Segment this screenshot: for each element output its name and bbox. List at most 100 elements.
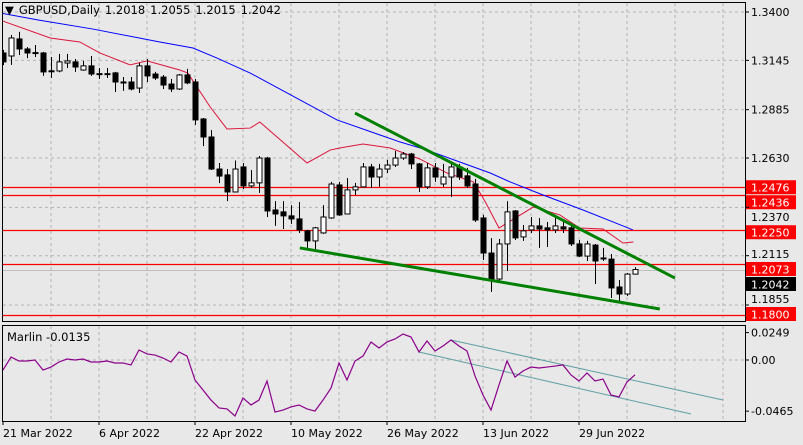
candle	[472, 178, 479, 222]
trendline-upper[interactable]	[354, 111, 676, 280]
bearish-candle-body	[576, 243, 583, 257]
level-price-label-box	[746, 195, 796, 210]
candle	[248, 169, 255, 188]
candle	[328, 181, 335, 219]
current-price-label-box	[746, 277, 796, 291]
level-price-label: 1.2042	[751, 279, 790, 292]
date-label: 10 May 2022	[291, 427, 363, 440]
bullish-candle-body	[528, 225, 535, 231]
bullish-candle-body	[80, 65, 87, 71]
bearish-candle-body	[3, 52, 7, 63]
candle	[352, 182, 359, 196]
slow-moving-average-line	[3, 13, 634, 231]
candle	[536, 217, 543, 248]
candle	[568, 225, 575, 247]
bearish-candle-body	[240, 166, 247, 187]
grid	[3, 3, 745, 421]
collapse-triangle-icon[interactable]: ▼	[5, 3, 14, 17]
date-axis: 21 Mar 2022 6 Apr 2022 22 Apr 2022 10 May 2…	[2, 421, 645, 440]
candle	[592, 243, 599, 284]
indicator-value: -0.0135	[46, 330, 91, 344]
bearish-candle-body	[96, 73, 103, 76]
bearish-candle-body	[408, 153, 415, 165]
bearish-candle-body	[104, 73, 111, 76]
bullish-candle-body	[248, 182, 255, 187]
bearish-candle-body	[168, 83, 175, 90]
candle	[344, 177, 351, 215]
candle	[384, 159, 391, 174]
candle	[576, 239, 583, 258]
bullish-candle-body	[352, 186, 359, 191]
level-price-label: 1.2250	[751, 227, 790, 240]
candle	[504, 201, 511, 272]
price-tick-label: 1.3145	[751, 54, 790, 67]
candle	[240, 162, 247, 189]
candle	[48, 56, 55, 78]
trendlines[interactable]	[299, 111, 676, 311]
candle	[64, 53, 71, 68]
bullish-candle-body	[552, 225, 559, 231]
bearish-candle-body	[488, 252, 495, 281]
bullish-candle-body	[8, 37, 15, 57]
candle	[232, 160, 239, 193]
candle	[480, 214, 487, 261]
bullish-candle-body	[56, 61, 63, 72]
candle	[224, 169, 231, 202]
bearish-candle-body	[208, 136, 215, 170]
candle	[152, 71, 159, 80]
bullish-candle-body	[136, 65, 143, 89]
candle	[72, 59, 79, 72]
candle	[144, 59, 151, 82]
candle	[424, 162, 431, 189]
level-price-label: 1.1800	[751, 309, 790, 322]
bearish-candle-body	[288, 215, 295, 220]
candle	[80, 60, 87, 71]
bearish-candle-body	[40, 52, 47, 73]
indicator-tick-label: -0.0465	[751, 405, 793, 418]
candle	[200, 118, 207, 147]
bullish-candle-body	[384, 164, 391, 170]
bearish-candle-body	[568, 227, 575, 245]
bearish-candle-body	[472, 183, 479, 221]
indicator-title: Marlin -0.0135	[7, 330, 90, 344]
bearish-candle-body	[88, 65, 95, 75]
price-tick-label: 1.2630	[751, 152, 790, 165]
bullish-candle-body	[504, 211, 511, 245]
level-price-label-box	[746, 307, 796, 321]
bullish-candle-body	[400, 153, 407, 159]
candle	[3, 49, 7, 66]
trendline-lower[interactable]	[299, 246, 661, 311]
price-tick-label: 1.1855	[751, 293, 790, 306]
bearish-candle-body	[160, 76, 167, 86]
candle	[128, 77, 135, 91]
candle	[560, 221, 567, 233]
bullish-candle-body	[320, 216, 327, 234]
level-price-label-box	[746, 180, 796, 195]
bullish-candle-body	[64, 60, 71, 64]
bearish-candle-body	[432, 167, 439, 178]
price-tick-label: 1.2370	[751, 211, 790, 224]
date-label: 26 May 2022	[387, 427, 459, 440]
candle	[208, 129, 215, 170]
bearish-candle-body	[16, 38, 23, 50]
bearish-candle-body	[480, 217, 487, 254]
bearish-candle-body	[536, 225, 543, 230]
candle	[624, 272, 631, 296]
candle	[312, 226, 319, 250]
indicator-axis: 0.0249 0.00 -0.0465	[745, 327, 793, 418]
level-price-label-box	[746, 262, 796, 276]
candle	[136, 63, 143, 93]
bearish-candle-body	[416, 163, 423, 188]
symbol-timeframe: GBPUSD,Daily	[18, 3, 100, 17]
candle	[176, 74, 183, 90]
bearish-candle-body	[152, 73, 159, 79]
candle	[192, 78, 199, 125]
candle	[120, 77, 127, 91]
bullish-candle-body	[328, 183, 335, 219]
bearish-candle-body	[192, 81, 199, 121]
price-axis[interactable]: 1.3400 1.3145 1.2885 1.2630 1.2476 1.24361.23…	[745, 6, 796, 322]
low-value: 1.2015	[195, 3, 236, 17]
candle	[376, 163, 383, 187]
indicator-panel-border	[2, 325, 746, 422]
